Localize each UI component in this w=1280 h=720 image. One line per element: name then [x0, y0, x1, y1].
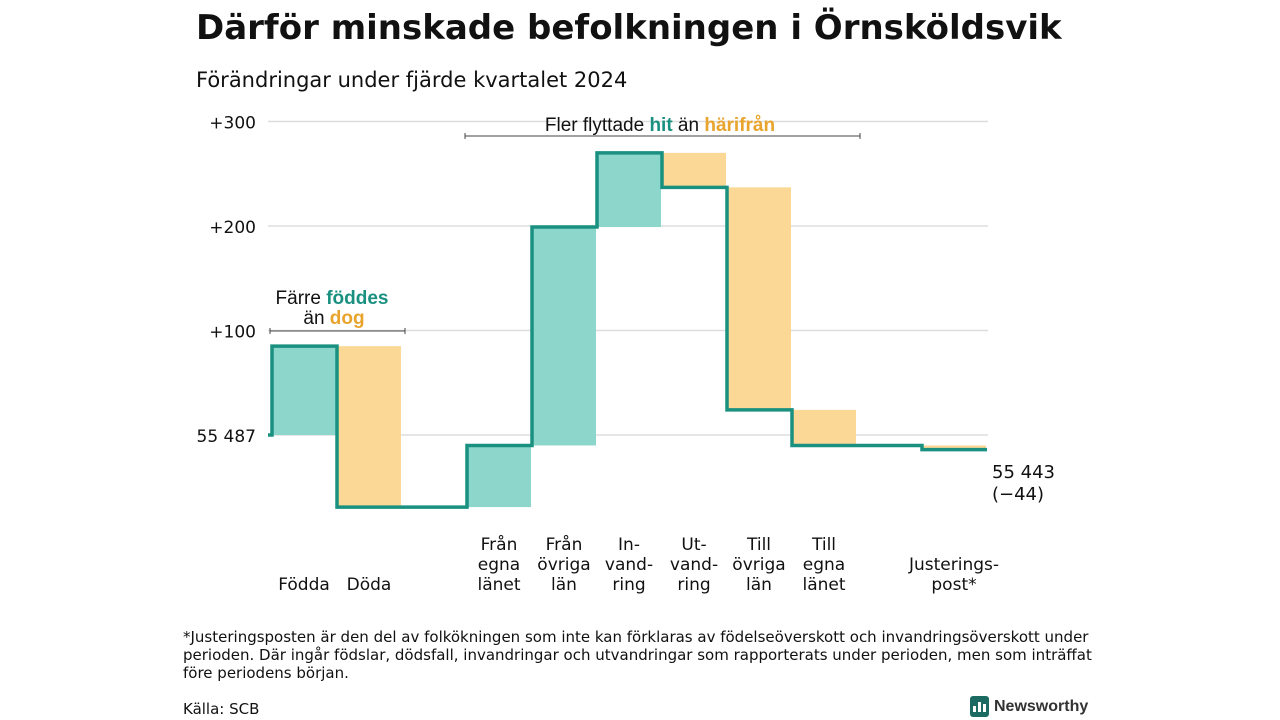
x-category-label: länet [477, 575, 520, 595]
end-value-label: 55 443 [992, 462, 1055, 483]
decrease-bar [662, 152, 726, 188]
x-category-label: länet [802, 575, 845, 595]
x-category-label: övriga [537, 555, 590, 575]
x-category-label: egna [478, 555, 520, 575]
increase-bar [272, 346, 336, 435]
x-category-label: post* [931, 575, 976, 595]
annotation-text: än dog [303, 308, 364, 329]
annotation-text: Fler flyttade hit än härifrån [545, 115, 775, 136]
increase-bar [532, 227, 596, 446]
y-tick-label: +200 [209, 218, 256, 238]
x-category-label: Födda [278, 575, 330, 595]
x-category-label: län [551, 575, 577, 595]
increase-bar [597, 152, 661, 228]
x-category-label: ring [612, 575, 645, 595]
decrease-bar [792, 409, 856, 446]
decrease-bar [337, 346, 401, 508]
end-change-label: (−44) [992, 484, 1044, 505]
x-category-label: Justerings- [908, 555, 999, 575]
x-category-label: vand- [605, 555, 653, 575]
x-category-label: In- [618, 535, 640, 555]
x-category-label: Till [811, 535, 836, 555]
x-category-label: Från [481, 534, 518, 555]
x-category-label: egna [803, 555, 845, 575]
brand-name: Newsworthy [994, 697, 1089, 715]
x-category-label: Döda [347, 575, 392, 595]
increase-bar [467, 445, 531, 508]
y-tick-label: +300 [209, 114, 256, 134]
x-category-label: vand- [670, 555, 718, 575]
x-category-label: ring [677, 575, 710, 595]
y-tick-label: +100 [209, 323, 256, 343]
annotation-text: Färre föddes [276, 288, 389, 309]
x-category-label: Till [746, 535, 771, 555]
decrease-bar [727, 187, 791, 410]
x-category-label: län [746, 575, 772, 595]
chart-title: Därför minskade befolkningen i Örnskölds… [196, 8, 1062, 48]
y-tick-label: 55 487 [197, 427, 256, 447]
cumulative-step-line [268, 151, 987, 509]
brand-logo: Newsworthy [970, 696, 1088, 717]
source-note: Källa: SCB [183, 700, 260, 718]
newsworthy-logo-icon [970, 696, 989, 717]
x-category-label: övriga [732, 555, 785, 575]
x-category-label: Ut- [681, 535, 706, 555]
decrease-bar [922, 445, 986, 450]
footnote: *Justeringsposten är den del av folkökni… [183, 628, 1092, 682]
chart-subtitle: Förändringar under fjärde kvartalet 2024 [196, 68, 628, 92]
x-category-label: Från [546, 534, 583, 555]
